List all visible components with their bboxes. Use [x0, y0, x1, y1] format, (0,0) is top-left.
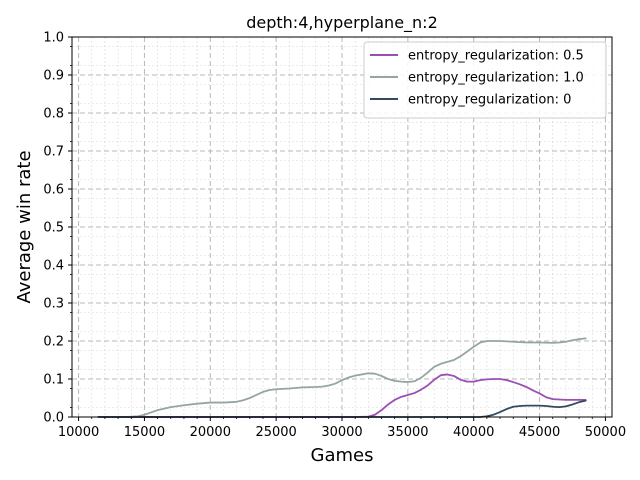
y-tick-label: 1.0 [43, 31, 64, 46]
legend-entry-label: entropy_regularization: 0.5 [408, 49, 584, 64]
y-tick-label: 0.2 [43, 335, 64, 350]
y-tick-label: 0.7 [43, 145, 64, 160]
y-tick-label: 0.6 [43, 183, 64, 198]
x-axis-label: Games [311, 445, 374, 466]
x-tick-label: 10000 [58, 425, 99, 440]
legend-box [363, 41, 607, 119]
axes: 10000 15000 20000 25000 30000 35000 40000 45000… [43, 31, 626, 441]
legend-entry-label: entropy_regularization: 0 [408, 93, 571, 108]
grid [72, 36, 612, 418]
y-tick-label: 0.1 [43, 373, 64, 388]
x-tick-label: 15000 [124, 425, 165, 440]
y-tick-label: 0.3 [43, 297, 64, 312]
series-line-1 [97, 337, 587, 418]
x-tick-label: 20000 [190, 425, 231, 440]
y-tick-label: 0.0 [43, 411, 64, 426]
y-tick-label: 0.9 [43, 69, 64, 84]
x-tick-label: 45000 [519, 425, 560, 440]
y-tick-label: 0.8 [43, 107, 64, 122]
series-line-0 [97, 373, 587, 418]
x-tick-label: 25000 [255, 425, 296, 440]
chart-title: depth:4,hyperplane_n:2 [246, 13, 438, 33]
x-tick-label: 40000 [453, 425, 494, 440]
legend: entropy_regularization: 0.5 entropy_regul… [363, 41, 607, 119]
x-tick-label: 50000 [585, 425, 626, 440]
y-tick-label: 0.4 [43, 259, 64, 274]
x-tick-label: 30000 [321, 425, 362, 440]
legend-entry-label: entropy_regularization: 1.0 [408, 71, 584, 86]
y-axis-label: Average win rate [14, 150, 35, 303]
y-tick-label: 0.5 [43, 221, 64, 236]
x-tick-label: 35000 [387, 425, 428, 440]
